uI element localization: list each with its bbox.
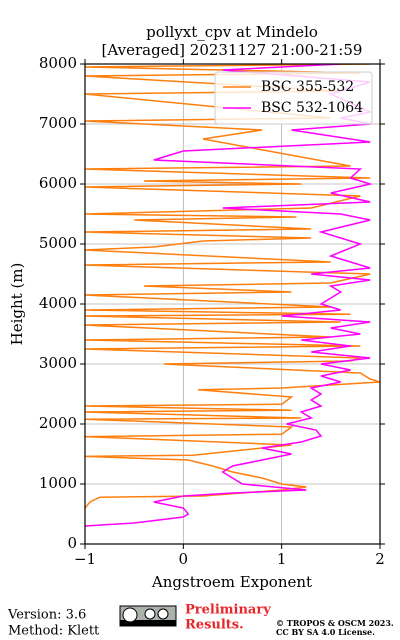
cc-logo bbox=[119, 605, 177, 627]
y-axis-label: Height (m) bbox=[8, 263, 26, 346]
legend-box bbox=[214, 71, 373, 125]
copyright: © TROPOS & OSCM 2023. bbox=[276, 618, 394, 628]
chart-subtitle: [Averaged] 20231127 21:00-21:59 bbox=[102, 41, 363, 59]
profile-line bbox=[85, 64, 380, 509]
profile-line bbox=[85, 64, 374, 527]
y-tick-label: 0 bbox=[67, 534, 77, 552]
y-tick-label: 4000 bbox=[39, 294, 77, 312]
plot-lines bbox=[85, 64, 380, 527]
legend: BSC 355-532 BSC 532-1064 bbox=[214, 71, 373, 125]
legend-label: BSC 532-1064 bbox=[261, 100, 363, 116]
x-tick-label: 2 bbox=[375, 550, 385, 568]
license: CC BY SA 4.0 License. bbox=[276, 627, 375, 637]
x-tick-label: 1 bbox=[277, 550, 287, 568]
version: Version: 3.6 bbox=[7, 608, 86, 623]
legend-label: BSC 355-532 bbox=[261, 79, 354, 95]
x-tick-label: 0 bbox=[179, 550, 189, 568]
method: Method: Klett bbox=[8, 624, 100, 639]
chart-title: pollyxt_cpv at Mindelo bbox=[146, 23, 318, 41]
preliminary-label: Preliminary bbox=[185, 603, 271, 618]
x-tick-label: −1 bbox=[74, 550, 96, 568]
y-tick-label: 5000 bbox=[39, 234, 77, 252]
y-tick-label: 2000 bbox=[39, 414, 77, 432]
y-tick-label: 3000 bbox=[39, 354, 77, 372]
y-tick-label: 1000 bbox=[39, 474, 77, 492]
y-tick-label: 7000 bbox=[39, 114, 77, 132]
y-tick-label: 6000 bbox=[39, 174, 77, 192]
y-tick-label: 8000 bbox=[39, 54, 77, 72]
preliminary-label: Results. bbox=[185, 618, 244, 633]
x-axis-label: Angstroem Exponent bbox=[151, 573, 312, 591]
